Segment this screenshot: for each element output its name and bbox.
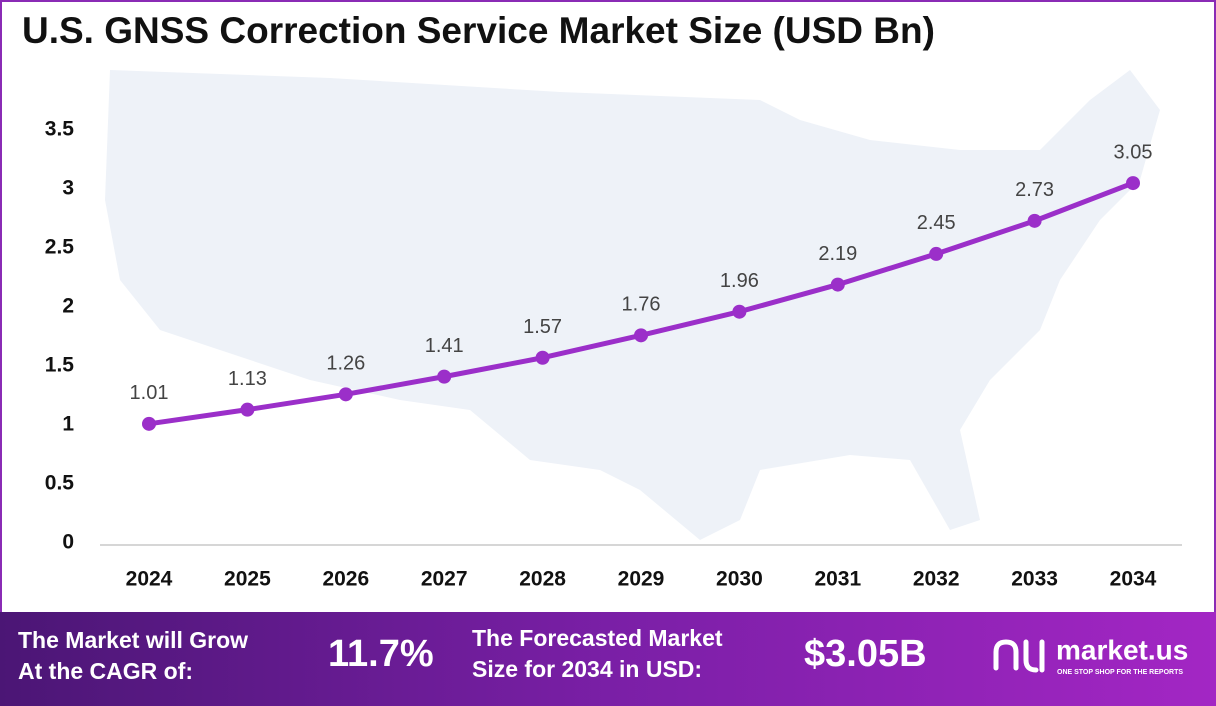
data-label: 1.26 [326, 353, 365, 375]
cagr-text: At the CAGR of: [18, 658, 193, 684]
data-label: 2.19 [818, 243, 857, 265]
y-tick-label: 0.5 [45, 472, 75, 495]
marker [437, 369, 452, 384]
y-tick-label: 2.5 [45, 236, 75, 259]
data-label: 1.57 [523, 316, 562, 338]
marker [732, 304, 747, 319]
y-tick-label: 3.5 [45, 118, 75, 141]
y-tick-label: 3 [62, 177, 74, 200]
chart-title: U.S. GNSS Correction Service Market Size… [22, 10, 935, 51]
x-tick-label: 2025 [224, 568, 271, 591]
brand-logo [993, 639, 1045, 673]
map-silhouette [105, 70, 1160, 540]
cagr-text: The Market will Grow [18, 627, 248, 653]
brand-tagline: ONE STOP SHOP FOR THE REPORTS [1057, 669, 1183, 676]
y-tick-label: 1 [62, 413, 74, 436]
x-tick-label: 2032 [913, 568, 960, 591]
x-tick-label: 2030 [716, 568, 763, 591]
marker [1126, 176, 1140, 191]
x-tick-label: 2028 [519, 568, 566, 591]
data-label: 1.76 [622, 294, 661, 316]
x-tick-label: 2034 [1110, 568, 1157, 591]
cagr-value: 11.7% [328, 633, 434, 675]
marker [830, 277, 845, 292]
x-tick-label: 2031 [814, 568, 861, 591]
data-label: 2.45 [917, 212, 956, 234]
x-tick-label: 2026 [322, 568, 369, 591]
brand-name: market.us [1056, 634, 1188, 665]
y-tick-label: 0 [62, 531, 74, 554]
y-tick-label: 2 [62, 295, 74, 318]
data-label: 1.41 [425, 335, 464, 357]
marker [240, 402, 255, 417]
data-label: 1.13 [228, 368, 267, 390]
data-label: 1.01 [130, 382, 169, 404]
marker [338, 387, 353, 402]
data-label: 3.05 [1114, 141, 1153, 163]
marker [634, 328, 648, 343]
data-label: 1.96 [720, 270, 759, 292]
marker [142, 416, 156, 431]
marker [535, 350, 550, 365]
forecast-text: The Forecasted Market [472, 625, 723, 651]
x-tick-label: 2027 [421, 568, 468, 591]
x-tick-label: 2033 [1011, 568, 1058, 591]
x-tick-label: 2029 [618, 568, 665, 591]
forecast-value: $3.05B [804, 633, 927, 675]
marker [929, 246, 944, 261]
y-tick-label: 1.5 [45, 354, 75, 377]
data-label: 2.73 [1015, 179, 1054, 201]
footer-band [0, 612, 1216, 706]
marker [1027, 213, 1042, 228]
forecast-text: Size for 2034 in USD: [472, 656, 702, 682]
x-tick-label: 2024 [126, 568, 173, 591]
